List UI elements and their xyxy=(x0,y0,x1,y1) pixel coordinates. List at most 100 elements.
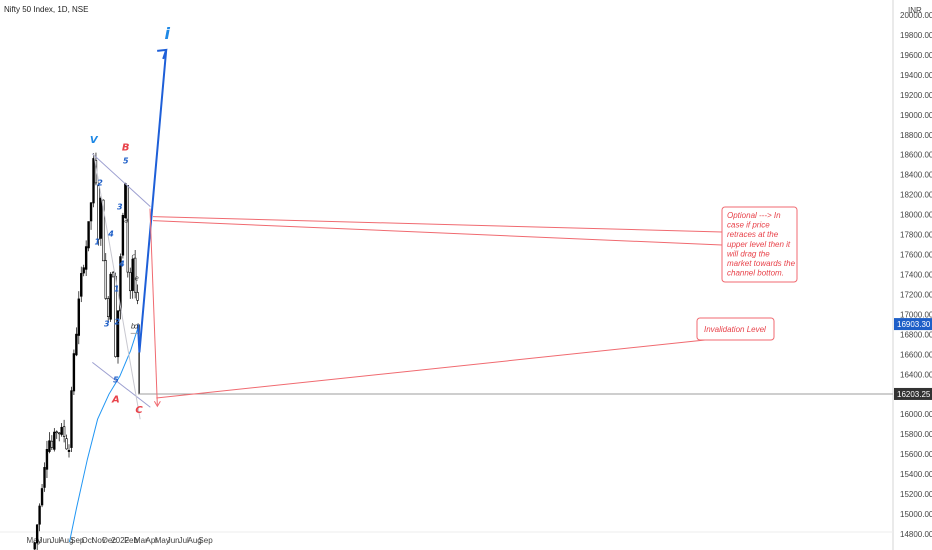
price-tick-label: 15600.00 xyxy=(900,450,932,459)
projection-path xyxy=(137,49,168,353)
moving-average-line xyxy=(69,325,140,543)
candle-body xyxy=(104,260,107,299)
candle-body xyxy=(119,256,122,312)
note-leader-line xyxy=(152,220,723,246)
trend-line xyxy=(93,153,141,420)
wave-label: 3 xyxy=(104,319,110,328)
price-badge xyxy=(894,318,932,331)
wave-label: A xyxy=(111,394,120,405)
price-tick-label: 15000.00 xyxy=(900,510,932,519)
candle-body xyxy=(72,353,76,392)
time-tick-label: Jun xyxy=(167,536,180,545)
note-invalidation-text: Invalidation Level xyxy=(704,325,766,334)
wave-label: 4 xyxy=(118,260,125,269)
candle-body xyxy=(92,158,95,204)
price-tick-label: 15200.00 xyxy=(900,490,932,499)
wave-label: c xyxy=(132,253,136,261)
price-tick-label: 15400.00 xyxy=(900,470,932,479)
time-tick-label: 2022 xyxy=(111,536,129,545)
time-tick-label: Jul xyxy=(50,536,60,545)
wave-label: C xyxy=(135,405,143,416)
price-tick-label: 16000.00 xyxy=(900,410,932,419)
wave-label: 1 xyxy=(94,238,100,247)
candle-body xyxy=(107,298,110,317)
candle-body xyxy=(109,273,112,320)
candle-body xyxy=(99,197,103,239)
price-tick-label: 18800.00 xyxy=(900,131,932,140)
note-box-invalidation xyxy=(696,317,775,341)
candle-body xyxy=(70,390,73,448)
time-tick-label: May xyxy=(155,536,170,545)
note-leader-line xyxy=(152,216,723,233)
candle-body xyxy=(53,431,56,450)
price-badge-text: 16903.30 xyxy=(897,320,931,329)
price-tick-label: 19600.00 xyxy=(900,51,932,60)
price-tick-label: 16800.00 xyxy=(900,330,932,339)
note-optional-line: case if price xyxy=(727,221,770,230)
candle-body xyxy=(50,440,54,448)
price-tick-label: 19400.00 xyxy=(900,71,932,80)
note-optional-line: Optional ---> In xyxy=(727,211,781,220)
wave-label: B xyxy=(122,143,130,154)
price-tick-label: 18000.00 xyxy=(900,211,932,220)
time-tick-label: Apr xyxy=(146,536,159,545)
time-tick-label: Oct xyxy=(82,536,95,545)
time-tick-label: May xyxy=(26,536,41,545)
note-optional-line: retraces at the xyxy=(727,230,779,239)
candle-body xyxy=(121,215,125,256)
price-tick-label: 17800.00 xyxy=(900,231,932,240)
note-optional-line: channel bottom. xyxy=(727,269,784,278)
symbol-title: Nifty 50 Index, 1D, NSE xyxy=(4,5,89,14)
note-optional-line: market towards the xyxy=(727,259,796,268)
note-optional-line: will drag the xyxy=(727,249,770,258)
channel-lower-line xyxy=(92,361,151,408)
channel-upper-line xyxy=(92,153,151,208)
note-leader-line xyxy=(156,339,706,399)
candle-body xyxy=(84,246,88,270)
candle-body xyxy=(40,488,44,506)
price-tick-label: 16600.00 xyxy=(900,350,932,359)
time-tick-label: Aug xyxy=(59,536,73,545)
wave-label: 1 xyxy=(114,284,120,293)
candle-body xyxy=(35,524,39,544)
price-tick-label: 19000.00 xyxy=(900,111,932,120)
candle-body xyxy=(133,257,137,293)
projection-arrowhead xyxy=(157,48,168,60)
candle-body xyxy=(45,449,49,470)
candle-body xyxy=(43,467,46,488)
price-tick-label: 16400.00 xyxy=(900,370,932,379)
wave-label: a xyxy=(124,217,128,225)
candle-body xyxy=(33,542,36,550)
candle-body xyxy=(89,202,93,222)
candle-body xyxy=(97,185,100,240)
price-tick-label: 17200.00 xyxy=(900,290,932,299)
price-tick-label: 17600.00 xyxy=(900,251,932,260)
wave-label: 4 xyxy=(107,230,114,239)
wave-label: b xyxy=(131,322,136,330)
price-tick-label: 18600.00 xyxy=(900,151,932,160)
candle-body xyxy=(58,432,61,435)
price-badge-text: 16203.25 xyxy=(897,390,931,399)
candle-body xyxy=(65,438,68,450)
price-tick-label: 19200.00 xyxy=(900,91,932,100)
candle-body xyxy=(136,292,139,301)
candle-body xyxy=(67,450,71,452)
price-tick-label: 14800.00 xyxy=(900,530,932,539)
note-optional-line: upper level then it xyxy=(727,240,791,249)
wave-label: d xyxy=(134,322,139,330)
candle-body xyxy=(82,267,85,274)
candle-body xyxy=(126,185,130,273)
candle-body xyxy=(80,273,83,297)
candle-body xyxy=(75,333,78,356)
price-tick-label: 19800.00 xyxy=(900,31,932,40)
time-tick-label: Nov xyxy=(92,536,106,545)
price-tick-label: 15800.00 xyxy=(900,430,932,439)
time-tick-label: Jul xyxy=(179,536,189,545)
candle-body xyxy=(62,426,66,437)
currency-label: INR xyxy=(908,6,922,15)
candle-body xyxy=(102,199,105,262)
time-tick-label: Dec xyxy=(102,536,116,545)
candle-body xyxy=(131,258,134,291)
wave-label: 3 xyxy=(117,203,123,212)
